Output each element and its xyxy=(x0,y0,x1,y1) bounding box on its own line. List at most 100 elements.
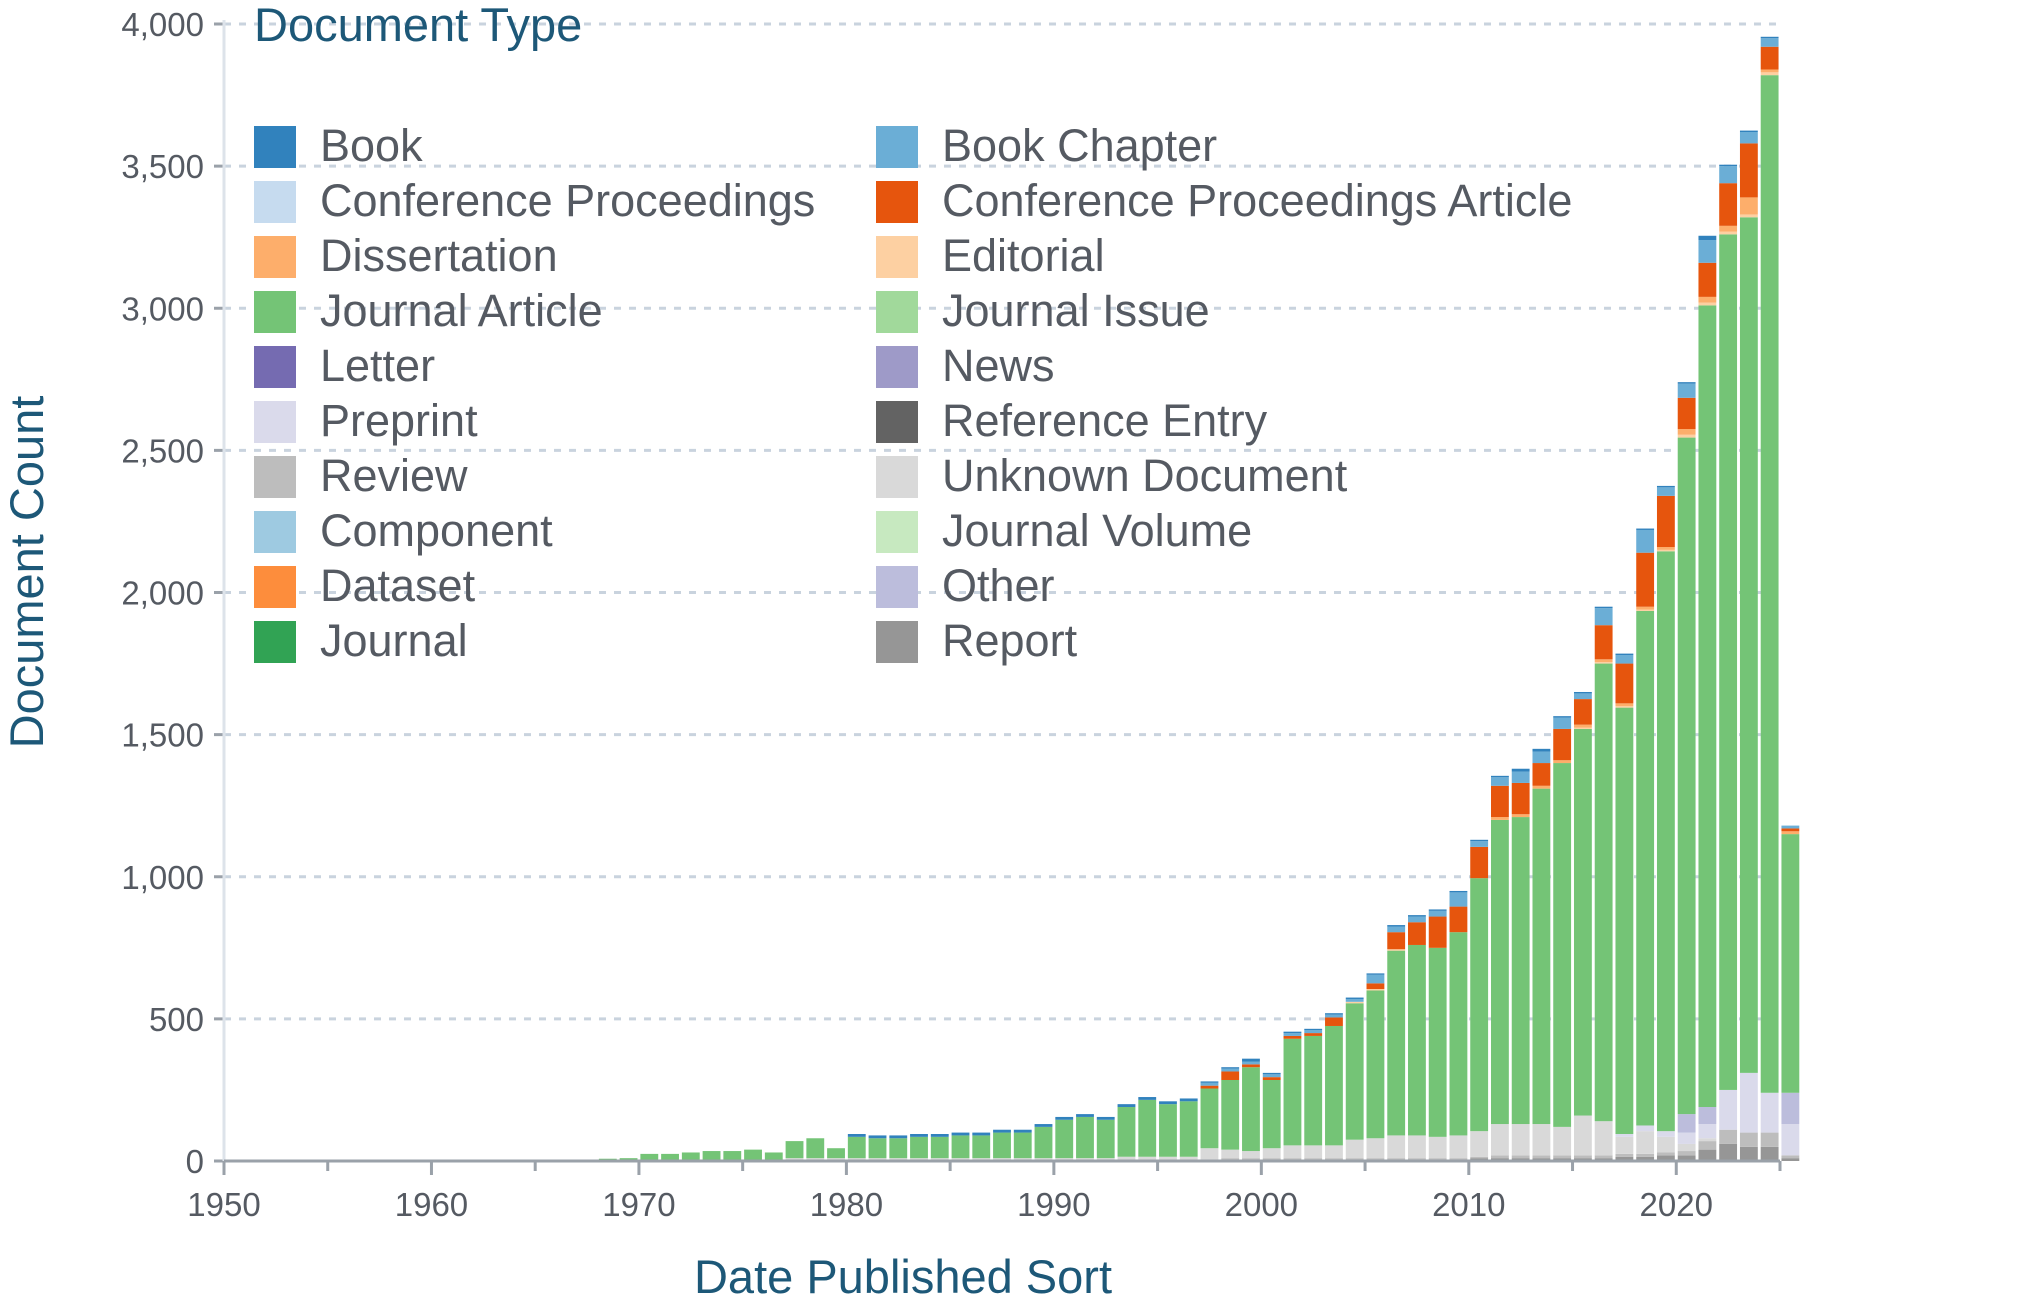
bar-segment xyxy=(1159,1156,1177,1161)
bar-segment xyxy=(1076,1116,1094,1159)
bar-segment xyxy=(1511,814,1530,818)
bar-segment xyxy=(1283,1158,1302,1160)
bar-segment xyxy=(1283,1031,1302,1034)
bar-segment xyxy=(1573,693,1592,700)
bar-segment xyxy=(1615,653,1634,656)
legend-item: Component xyxy=(254,505,553,556)
bar-segment xyxy=(1179,1101,1198,1157)
bar-segment xyxy=(993,1129,1011,1133)
bar-segment xyxy=(1262,1074,1281,1078)
x-tick-label: 1990 xyxy=(1017,1186,1090,1223)
bar-segment xyxy=(1656,1131,1675,1137)
bar-segment xyxy=(1200,1081,1219,1083)
bar-segment xyxy=(1221,1067,1240,1069)
bar-segment xyxy=(1781,1155,1800,1159)
legend-label: Book Chapter xyxy=(942,120,1217,171)
bar-segment xyxy=(1283,1035,1302,1039)
bar-segment xyxy=(1511,768,1530,772)
bar-segment xyxy=(1179,1098,1198,1102)
bar-segment xyxy=(1615,1134,1634,1137)
legend-item: Journal Issue xyxy=(876,285,1210,336)
bar-segment xyxy=(1677,437,1696,1115)
bar-segment xyxy=(681,1152,700,1160)
bar-segment xyxy=(1760,75,1779,1093)
bar-segment xyxy=(1428,1158,1447,1160)
bar-segment xyxy=(827,1148,845,1159)
bar-segment xyxy=(1138,1156,1157,1161)
bar-segment xyxy=(1034,1124,1053,1127)
legend-title: Document Type xyxy=(254,0,582,51)
bar-segment xyxy=(1532,763,1551,786)
bar-segment xyxy=(1449,1135,1468,1159)
bar-segment xyxy=(1615,663,1634,704)
bar-segment xyxy=(619,1158,638,1160)
bar-segment xyxy=(1366,1138,1385,1159)
bar-segment xyxy=(1242,1058,1260,1062)
bar-segment xyxy=(930,1136,949,1159)
bar-segment xyxy=(1449,892,1468,907)
legend-swatch xyxy=(254,291,296,333)
bar-segment xyxy=(1325,1158,1343,1160)
bar-segment xyxy=(1200,1148,1219,1160)
bar-segment xyxy=(1013,1132,1032,1159)
bar-segment xyxy=(1470,846,1489,879)
legend-item: Report xyxy=(876,615,1078,666)
bar-segment xyxy=(1760,38,1779,47)
y-tick-label: 1,500 xyxy=(121,717,204,754)
bar-segment xyxy=(1573,1155,1592,1159)
bar-segment xyxy=(1553,763,1572,1127)
bar-segment xyxy=(1034,1126,1053,1159)
legend-swatch xyxy=(876,401,918,443)
bar-segment xyxy=(1760,1092,1779,1133)
x-tick-label: 1970 xyxy=(602,1186,675,1223)
legend-label: Unknown Document xyxy=(942,450,1348,501)
bar-segment xyxy=(1677,1114,1696,1133)
bar-segment xyxy=(1511,817,1530,1125)
bar-segment xyxy=(1781,828,1800,832)
bar-segment xyxy=(1698,235,1717,241)
bar-segment xyxy=(1677,434,1696,438)
bar-segment xyxy=(1096,1116,1115,1120)
bar-segment xyxy=(1573,699,1592,725)
bar-segment xyxy=(1200,1082,1219,1086)
legend-label: Conference Proceedings xyxy=(320,175,815,226)
legend-item: Journal Volume xyxy=(876,505,1252,556)
legend-item: Conference Proceedings xyxy=(254,175,815,226)
bar-segment xyxy=(1366,989,1385,991)
legend-label: Editorial xyxy=(942,230,1105,281)
bar-segment xyxy=(806,1138,825,1159)
legend-label: News xyxy=(942,340,1055,391)
bar-segment xyxy=(930,1134,949,1137)
bar-segment xyxy=(1159,1101,1177,1105)
bar-segment xyxy=(1366,983,1385,990)
bar-segment xyxy=(1719,1143,1738,1161)
bar-segment xyxy=(951,1132,970,1136)
bar-segment xyxy=(1636,528,1655,530)
legend-label: Journal Volume xyxy=(942,505,1252,556)
bar-segment xyxy=(1242,1061,1260,1065)
bar-segment xyxy=(1636,1125,1655,1132)
bar-segment xyxy=(1221,1068,1240,1072)
bar-segment xyxy=(910,1134,928,1137)
bar-segment xyxy=(1138,1097,1157,1100)
bar-segment xyxy=(1739,130,1758,133)
bar-segment xyxy=(1553,760,1572,764)
bar-segment xyxy=(1698,1138,1717,1142)
bar-segment xyxy=(1760,69,1779,73)
axes: 0 500 1,000 1,500 2,000 2,500 3,000 3,500 4,000 1… xyxy=(121,6,1782,1223)
legend-swatch xyxy=(254,511,296,553)
legend-item: Letter xyxy=(254,340,435,391)
x-tick-label: 2020 xyxy=(1640,1186,1713,1223)
bar-segment xyxy=(1636,609,1655,611)
bar-segment xyxy=(1283,1145,1302,1159)
bar-segment xyxy=(1656,549,1675,552)
bar-segment xyxy=(598,1158,617,1160)
bars xyxy=(225,36,1800,1161)
legend-label: Review xyxy=(320,450,468,501)
bar-segment xyxy=(1719,166,1738,184)
bar-segment xyxy=(1553,716,1572,718)
legend-swatch xyxy=(254,401,296,443)
legend-swatch xyxy=(254,236,296,278)
bar-segment xyxy=(1408,1158,1426,1160)
